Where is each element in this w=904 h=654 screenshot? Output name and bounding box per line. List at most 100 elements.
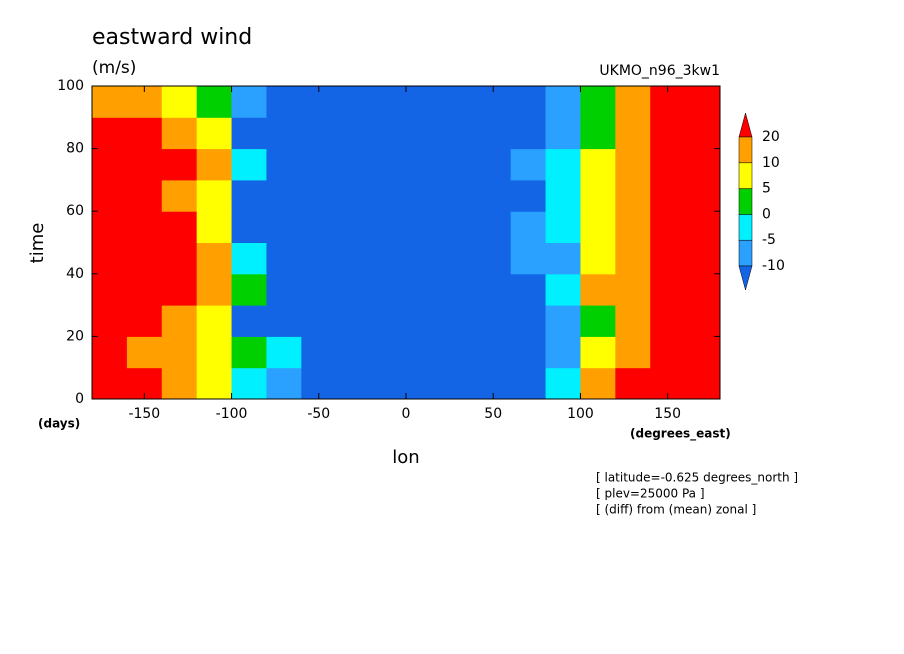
colorbar-label: -5: [762, 232, 776, 248]
x-tick-label: -50: [307, 406, 330, 422]
contour-cell: [196, 273, 233, 306]
contour-cell: [406, 179, 442, 212]
contour-cell: [615, 148, 651, 181]
colorbar-label: 0: [762, 206, 771, 222]
contour-cell: [406, 148, 442, 181]
y-tick-label: 40: [66, 266, 84, 282]
contour-cell: [685, 211, 721, 243]
contour-cell: [336, 117, 372, 150]
contour-cell: [266, 336, 302, 369]
contour-cell: [440, 179, 477, 212]
contour-cell: [371, 179, 407, 212]
contour-cell: [92, 273, 128, 306]
contour-cell: [615, 336, 651, 369]
y-tick-label: 80: [66, 141, 84, 157]
contour-cell: [371, 367, 407, 400]
contour-cell: [336, 179, 372, 212]
contour-cell: [371, 117, 407, 150]
contour-cell: [685, 117, 721, 150]
contour-cell: [301, 179, 337, 212]
contour-cell: [650, 179, 686, 212]
model-label: UKMO_n96_3kw1: [599, 63, 720, 79]
contour-cell: [685, 86, 721, 118]
contour-cell: [161, 86, 198, 118]
contour-cell: [685, 242, 721, 275]
contour-cell: [231, 86, 267, 118]
contour-cell: [196, 179, 233, 212]
contour-cell: [301, 242, 337, 275]
contour-cell: [266, 117, 302, 150]
contour-cell: [510, 367, 547, 400]
y-tick-label: 60: [66, 203, 84, 219]
contour-cell: [650, 211, 686, 243]
contour-cell: [475, 242, 512, 275]
contour-cell: [580, 305, 616, 337]
contour-cell: [475, 273, 512, 306]
units: (m/s): [92, 58, 136, 78]
contour-cell: [580, 117, 616, 150]
contour-cell: [161, 117, 198, 150]
contour-cell: [196, 305, 233, 337]
colorbar-triangle: [738, 265, 753, 291]
contour-cell: [545, 273, 581, 306]
contour-cell: [615, 273, 651, 306]
contour-cell: [685, 148, 721, 181]
y-axis-label: time: [27, 223, 48, 264]
contour-cell: [510, 86, 547, 118]
x-tick-label: 150: [654, 406, 681, 422]
contour-cell: [92, 117, 128, 150]
contour-cell: [92, 242, 128, 275]
contour-cell: [580, 148, 616, 181]
contour-cell: [161, 273, 198, 306]
contour-cell: [231, 305, 267, 337]
contour-cell: [126, 336, 163, 369]
contour-cell: [475, 305, 512, 337]
colorbar-segment: [738, 136, 753, 164]
contour-cell: [301, 117, 337, 150]
contour-cell: [650, 242, 686, 275]
contour-cell: [266, 367, 302, 400]
contour-cell: [266, 86, 302, 118]
contour-cell: [196, 336, 233, 369]
contour-cell: [545, 148, 581, 181]
x-tick-label: 100: [567, 406, 594, 422]
contour-cell: [510, 179, 547, 212]
contour-cell: [231, 242, 267, 275]
colorbar-segment: [738, 188, 753, 215]
colorbar-triangle: [738, 112, 753, 138]
contour-cell: [92, 336, 128, 369]
contour-cell: [336, 211, 372, 243]
contour-cell: [161, 367, 198, 400]
colorbar-segment: [738, 162, 753, 189]
contour-cell: [580, 242, 616, 275]
contour-cell: [126, 273, 163, 306]
y-tick-label: 20: [66, 328, 84, 344]
contour-cell: [440, 148, 477, 181]
contour-cell: [266, 211, 302, 243]
contour-cell: [196, 367, 233, 400]
contour-cell: [231, 179, 267, 212]
contour-cell: [510, 305, 547, 337]
contour-cell: [615, 117, 651, 150]
contour-cell: [615, 305, 651, 337]
contour-cell: [475, 211, 512, 243]
contour-cell: [266, 242, 302, 275]
contour-cell: [580, 179, 616, 212]
contour-cell: [475, 179, 512, 212]
contour-cell: [336, 305, 372, 337]
contour-cell: [231, 273, 267, 306]
contour-cell: [440, 367, 477, 400]
contour-cell: [92, 367, 128, 400]
contour-cell: [685, 179, 721, 212]
contour-cell: [336, 336, 372, 369]
contour-cell: [371, 242, 407, 275]
contour-cell: [650, 148, 686, 181]
contour-cell: [92, 148, 128, 181]
contour-cell: [266, 179, 302, 212]
contour-cell: [440, 86, 477, 118]
contour-cell: [545, 336, 581, 369]
y-tick-label: 0: [75, 391, 84, 407]
contour-cell: [161, 179, 198, 212]
contour-cell: [126, 305, 163, 337]
contour-cell: [545, 117, 581, 150]
